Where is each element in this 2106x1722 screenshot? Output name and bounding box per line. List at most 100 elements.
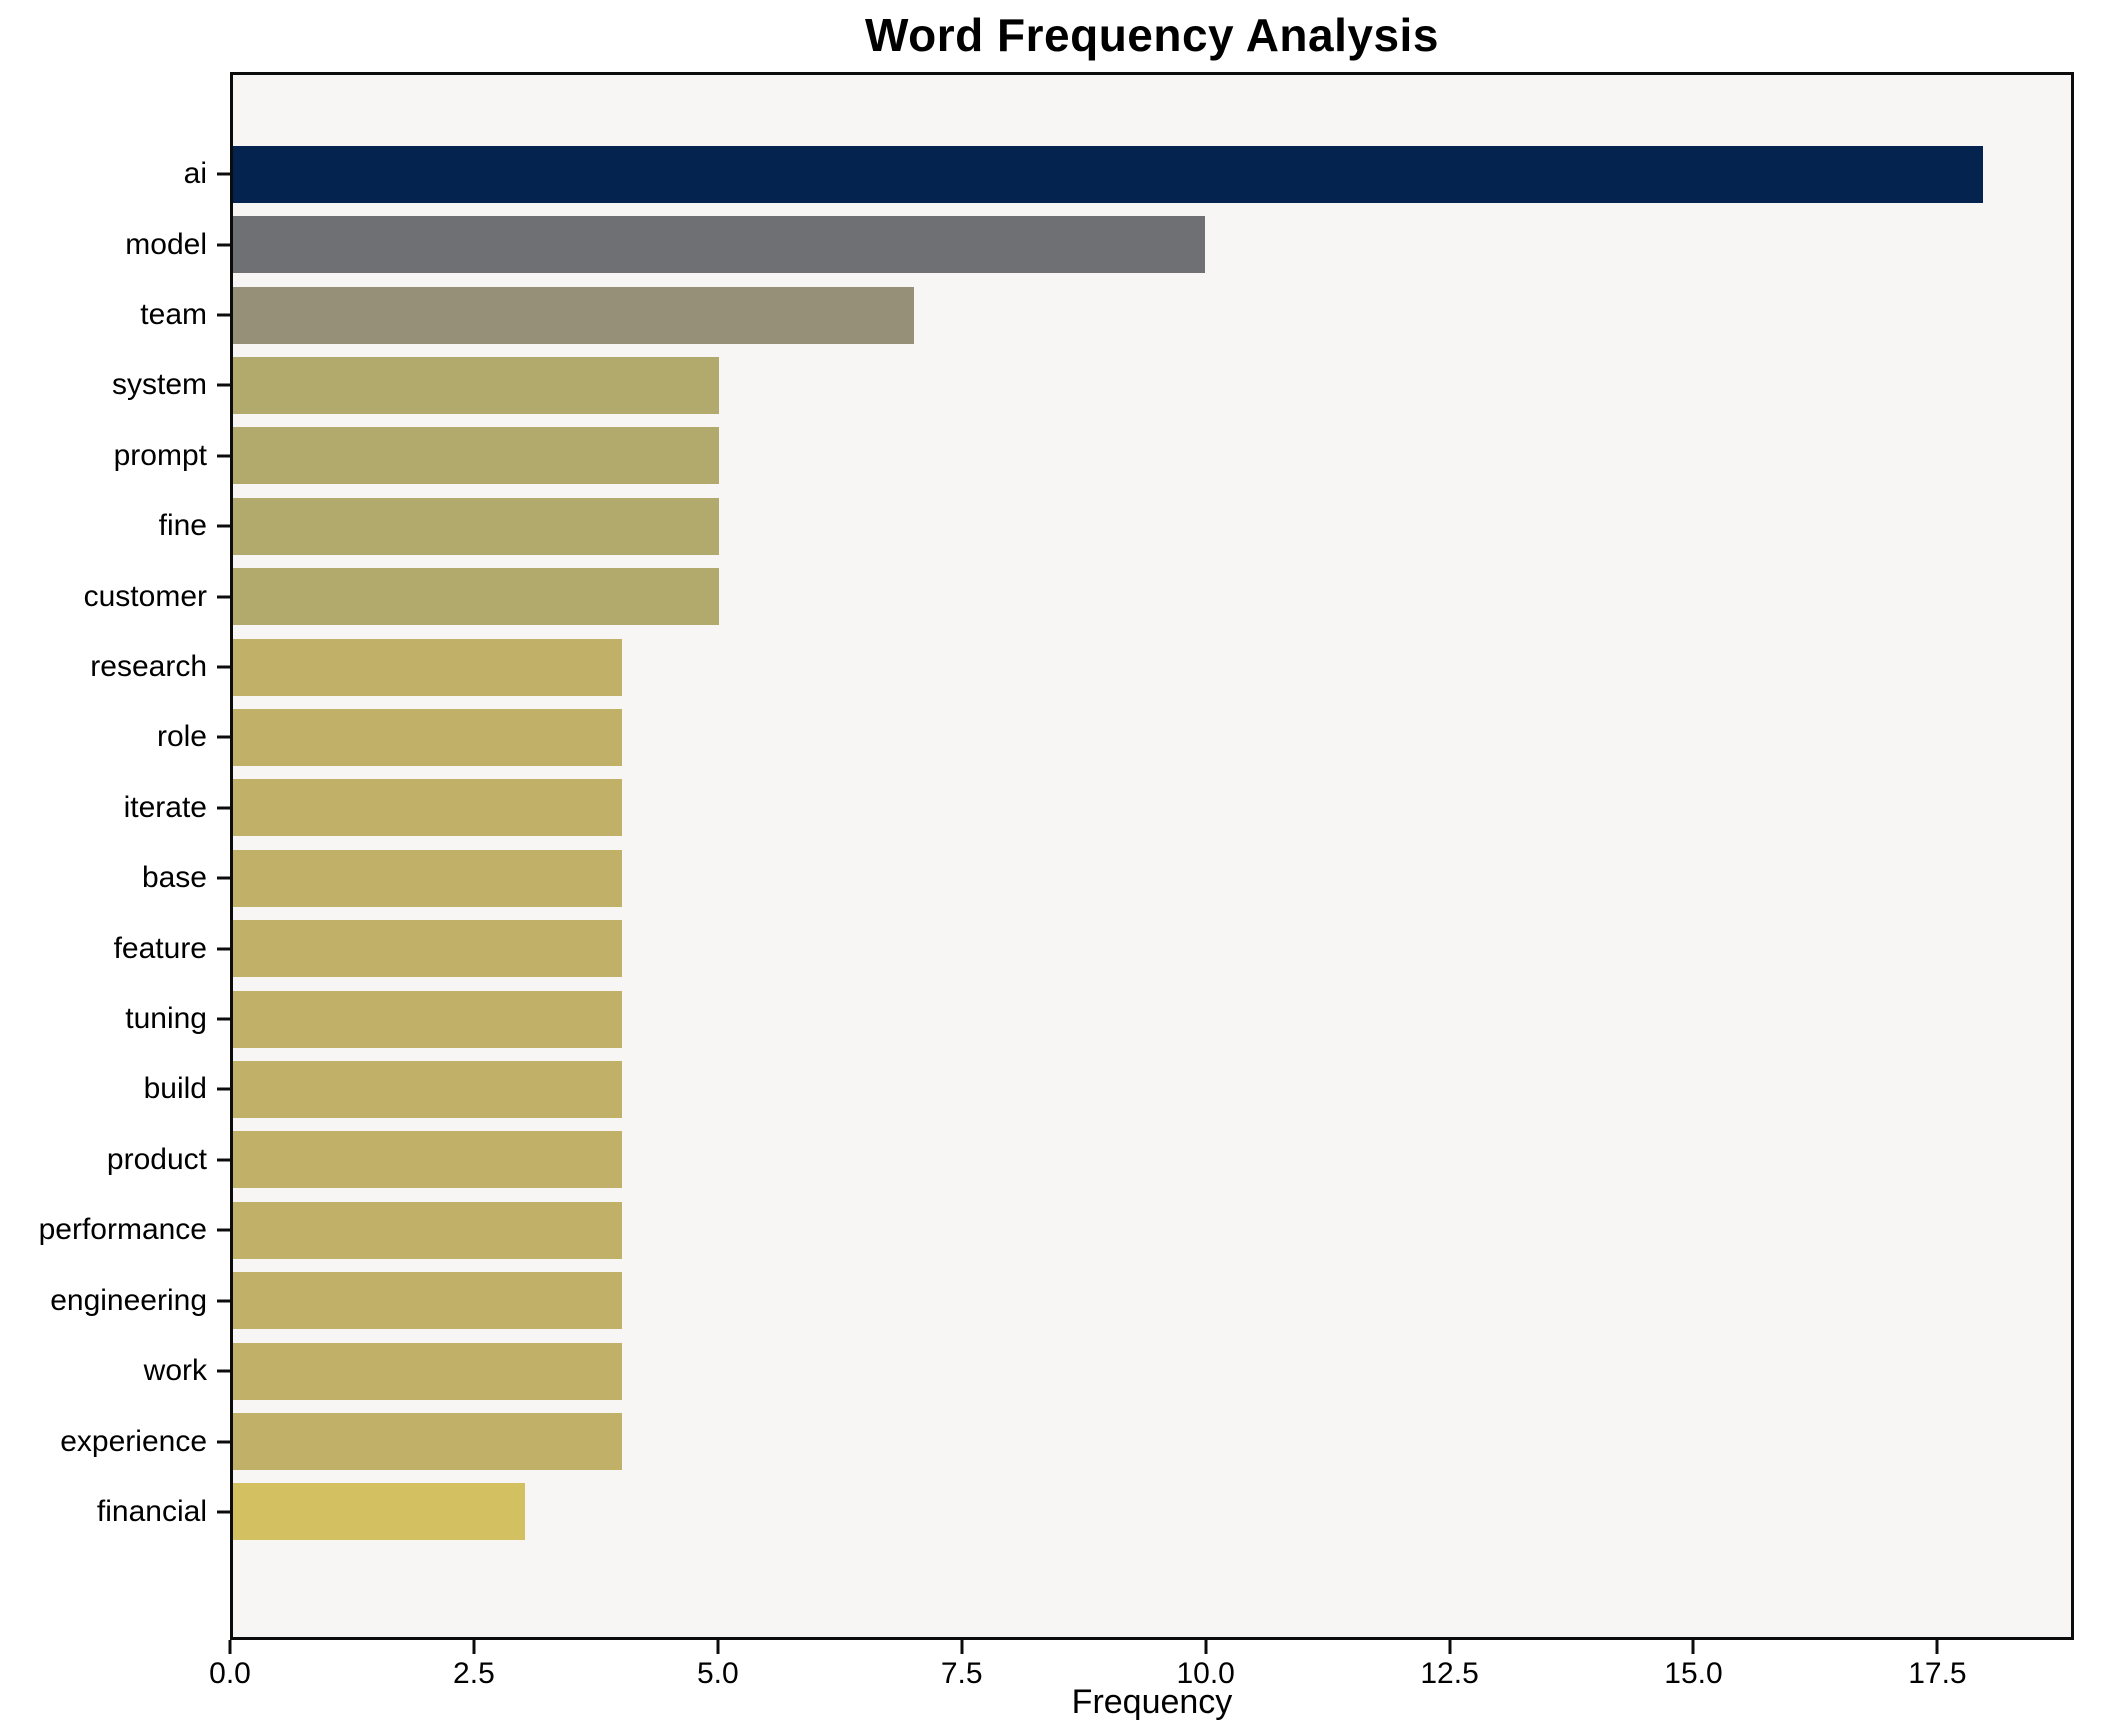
x-tick-mark bbox=[960, 1640, 964, 1654]
x-tick-mark bbox=[228, 1640, 232, 1654]
y-tick-label: fine bbox=[158, 509, 207, 543]
bar-row: fine bbox=[159, 491, 2071, 561]
y-tick-label: feature bbox=[113, 931, 207, 965]
bar-row: performance bbox=[39, 1195, 2071, 1265]
y-tick-label: build bbox=[143, 1072, 207, 1106]
y-tick-label: financial bbox=[96, 1494, 207, 1528]
y-tick-label: research bbox=[90, 650, 207, 684]
plot-area: ai model team system prompt fine customer resea… bbox=[39, 72, 2074, 1640]
bar-tuning bbox=[233, 990, 622, 1048]
x-tick-label: 2.5 bbox=[453, 1657, 495, 1690]
y-tick-label: work bbox=[143, 1354, 207, 1388]
y-tick-mark bbox=[217, 735, 230, 739]
x-axis-title: Frequency bbox=[1071, 1683, 1233, 1721]
y-tick-mark bbox=[217, 1228, 230, 1232]
bar-product bbox=[233, 1131, 622, 1189]
y-tick-label: system bbox=[111, 368, 207, 402]
y-tick-label: role bbox=[156, 720, 207, 754]
bar-row: product bbox=[107, 1125, 2071, 1195]
y-tick-mark bbox=[217, 383, 230, 387]
bar-fine bbox=[233, 497, 720, 555]
x-tick-label: 7.5 bbox=[940, 1657, 983, 1690]
y-tick-mark bbox=[217, 806, 230, 810]
bar-row: role bbox=[157, 702, 2071, 772]
bar-row: tuning bbox=[125, 984, 2071, 1054]
x-tick-mark bbox=[1935, 1640, 1939, 1654]
y-tick-mark bbox=[217, 243, 230, 247]
bar-base bbox=[233, 849, 622, 907]
y-tick-mark bbox=[217, 1369, 230, 1373]
bar-row: experience bbox=[60, 1406, 2071, 1476]
y-tick-label: product bbox=[106, 1142, 207, 1176]
bar-prompt bbox=[233, 427, 720, 485]
bar-row: feature bbox=[114, 913, 2071, 983]
y-tick-mark bbox=[217, 313, 230, 317]
bar-ai bbox=[233, 145, 1984, 203]
x-tick-label: 5.0 bbox=[696, 1657, 739, 1690]
x-tick-mark bbox=[1204, 1640, 1208, 1654]
x-tick-label: 0.0 bbox=[209, 1657, 251, 1690]
y-tick-label: engineering bbox=[50, 1283, 207, 1317]
x-tick-label: 15.0 bbox=[1664, 1657, 1723, 1690]
bar-research bbox=[233, 638, 622, 696]
bar-row: ai bbox=[184, 139, 2071, 209]
bar-row: model bbox=[125, 209, 2071, 279]
y-tick-mark bbox=[217, 1158, 230, 1162]
y-tick-label: iterate bbox=[123, 790, 207, 824]
x-axis: 0.0 2.5 5.0 7.5 10.0 12.5 15.0 17.5 bbox=[209, 1637, 2074, 1697]
y-tick-label: tuning bbox=[125, 1002, 207, 1036]
bar-team bbox=[233, 286, 914, 344]
bar-performance bbox=[233, 1201, 622, 1259]
bar-row: system bbox=[112, 350, 2071, 420]
x-tick-mark bbox=[716, 1640, 720, 1654]
y-tick-label: ai bbox=[183, 157, 207, 191]
x-tick-mark bbox=[472, 1640, 476, 1654]
y-tick-label: performance bbox=[38, 1213, 207, 1247]
bar-build bbox=[233, 1060, 622, 1118]
bar-row: engineering bbox=[50, 1266, 2071, 1336]
bar-row: work bbox=[144, 1336, 2071, 1406]
y-tick-mark bbox=[217, 1440, 230, 1444]
y-tick-mark bbox=[217, 595, 230, 599]
y-tick-mark bbox=[217, 1017, 230, 1021]
bar-model bbox=[233, 216, 1206, 274]
x-tick-mark bbox=[1691, 1640, 1695, 1654]
y-tick-mark bbox=[217, 1510, 230, 1514]
y-tick-label: customer bbox=[83, 579, 207, 613]
bar-row: prompt bbox=[114, 421, 2071, 491]
bar-row: financial bbox=[97, 1477, 2071, 1547]
chart-title: Word Frequency Analysis bbox=[865, 9, 1439, 61]
y-tick-mark bbox=[217, 524, 230, 528]
bar-feature bbox=[233, 920, 622, 978]
bar-role bbox=[233, 708, 622, 766]
y-tick-label: experience bbox=[60, 1424, 207, 1458]
bar-experience bbox=[233, 1413, 622, 1471]
y-tick-mark bbox=[217, 1299, 230, 1303]
bar-row: build bbox=[144, 1054, 2071, 1124]
y-tick-label: prompt bbox=[113, 438, 207, 472]
y-tick-mark bbox=[217, 454, 230, 458]
y-tick-label: base bbox=[141, 861, 207, 895]
bar-work bbox=[233, 1342, 622, 1400]
bar-financial bbox=[233, 1483, 525, 1541]
bar-row: customer bbox=[84, 561, 2071, 631]
y-tick-mark bbox=[217, 665, 230, 669]
bar-row: research bbox=[90, 632, 2071, 702]
bar-system bbox=[233, 356, 720, 414]
x-tick-label: 10.0 bbox=[1176, 1657, 1235, 1690]
x-tick-label: 17.5 bbox=[1908, 1657, 1967, 1690]
y-tick-mark bbox=[217, 172, 230, 176]
x-tick-label: 12.5 bbox=[1420, 1657, 1479, 1690]
y-tick-label: model bbox=[125, 227, 207, 261]
bar-row: team bbox=[140, 280, 2071, 350]
y-tick-mark bbox=[217, 947, 230, 951]
y-tick-mark bbox=[217, 1087, 230, 1091]
bar-row: iterate bbox=[124, 773, 2071, 843]
y-tick-mark bbox=[217, 876, 230, 880]
x-tick-mark bbox=[1448, 1640, 1452, 1654]
bar-iterate bbox=[233, 779, 622, 837]
y-tick-label: team bbox=[140, 298, 207, 332]
bar-row: base bbox=[142, 843, 2071, 913]
bar-engineering bbox=[233, 1272, 622, 1330]
